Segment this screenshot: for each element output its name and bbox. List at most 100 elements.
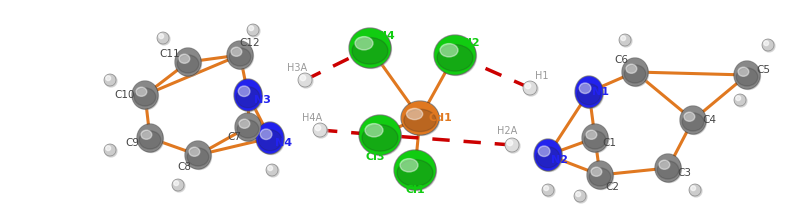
Ellipse shape (175, 48, 201, 76)
Text: C3: C3 (677, 168, 691, 178)
Ellipse shape (132, 81, 158, 109)
Ellipse shape (365, 124, 383, 137)
Circle shape (105, 145, 117, 157)
Circle shape (691, 186, 696, 191)
Circle shape (542, 184, 554, 196)
Ellipse shape (437, 37, 477, 76)
Ellipse shape (138, 125, 162, 151)
Circle shape (172, 179, 184, 191)
Text: C10: C10 (115, 90, 135, 100)
Text: Cd1: Cd1 (428, 113, 452, 123)
Text: Cl1: Cl1 (405, 185, 425, 195)
Ellipse shape (535, 140, 561, 170)
Ellipse shape (437, 45, 473, 71)
Ellipse shape (258, 125, 285, 155)
Circle shape (762, 39, 774, 51)
Circle shape (298, 73, 312, 87)
Ellipse shape (139, 131, 161, 149)
Ellipse shape (176, 49, 200, 75)
Circle shape (575, 192, 580, 197)
Ellipse shape (578, 78, 603, 109)
Circle shape (174, 181, 179, 186)
Circle shape (574, 190, 586, 202)
Ellipse shape (352, 38, 388, 64)
Circle shape (315, 125, 320, 131)
Circle shape (544, 186, 548, 191)
Ellipse shape (236, 114, 260, 140)
Ellipse shape (582, 124, 608, 152)
Text: C9: C9 (125, 138, 139, 148)
Ellipse shape (257, 123, 283, 153)
Ellipse shape (360, 116, 400, 154)
Text: C11: C11 (159, 49, 180, 59)
Ellipse shape (584, 126, 608, 152)
Text: C8: C8 (177, 162, 191, 172)
Text: H3A: H3A (287, 63, 307, 73)
Circle shape (266, 164, 278, 176)
Ellipse shape (575, 76, 603, 108)
Ellipse shape (135, 83, 159, 109)
Ellipse shape (235, 113, 261, 141)
Ellipse shape (362, 118, 402, 156)
Ellipse shape (396, 152, 437, 191)
Circle shape (689, 184, 701, 196)
Text: C2: C2 (605, 182, 619, 192)
Text: H4A: H4A (302, 113, 322, 123)
Ellipse shape (735, 62, 759, 88)
Ellipse shape (237, 82, 262, 111)
Circle shape (523, 81, 537, 95)
Ellipse shape (395, 151, 435, 189)
Ellipse shape (401, 101, 439, 135)
Ellipse shape (134, 88, 155, 106)
Ellipse shape (538, 146, 550, 156)
Circle shape (505, 138, 519, 152)
Ellipse shape (435, 36, 475, 74)
Ellipse shape (590, 163, 614, 189)
Ellipse shape (400, 158, 418, 172)
Ellipse shape (403, 104, 439, 135)
Text: C5: C5 (756, 65, 770, 75)
Ellipse shape (189, 147, 200, 156)
Ellipse shape (682, 109, 706, 135)
Circle shape (104, 144, 116, 156)
Circle shape (763, 40, 775, 52)
Circle shape (543, 185, 555, 197)
Ellipse shape (133, 82, 157, 108)
Text: C4: C4 (702, 115, 716, 125)
Ellipse shape (681, 107, 705, 133)
Circle shape (619, 34, 631, 46)
Circle shape (735, 95, 747, 107)
Ellipse shape (587, 161, 613, 189)
Ellipse shape (534, 139, 562, 171)
Ellipse shape (234, 79, 262, 111)
Text: Cl3: Cl3 (365, 152, 385, 162)
Ellipse shape (350, 29, 390, 67)
Ellipse shape (394, 150, 436, 190)
Circle shape (690, 185, 702, 197)
Circle shape (621, 36, 626, 41)
Circle shape (313, 123, 327, 137)
Ellipse shape (624, 65, 646, 83)
Circle shape (105, 75, 117, 87)
Circle shape (734, 94, 746, 106)
Circle shape (158, 33, 170, 45)
Circle shape (267, 165, 279, 177)
Circle shape (104, 74, 116, 86)
Text: N3: N3 (253, 95, 270, 105)
Text: C1: C1 (602, 138, 616, 148)
Ellipse shape (623, 59, 647, 85)
Circle shape (157, 32, 169, 44)
Ellipse shape (141, 130, 151, 139)
Text: N2: N2 (552, 155, 568, 165)
Ellipse shape (397, 160, 433, 186)
Ellipse shape (736, 63, 760, 89)
Circle shape (506, 139, 520, 153)
Ellipse shape (239, 119, 249, 128)
Circle shape (507, 140, 512, 146)
Ellipse shape (238, 115, 261, 141)
Ellipse shape (576, 77, 602, 107)
Ellipse shape (231, 47, 241, 56)
Text: C7: C7 (227, 132, 241, 142)
Ellipse shape (362, 125, 398, 151)
Ellipse shape (626, 64, 637, 73)
